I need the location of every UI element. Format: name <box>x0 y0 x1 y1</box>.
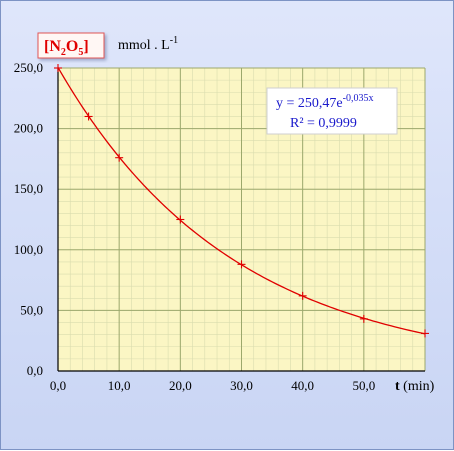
x-tick-label: 20,0 <box>169 378 192 393</box>
y-tick-labels: 0,0 50,0 100,0 150,0 200,0 250,0 <box>14 60 43 378</box>
unit-text: mmol . L <box>118 38 170 53</box>
x-tick-label: 30,0 <box>230 378 253 393</box>
species-mid: O <box>66 38 78 55</box>
y-tick-label: 150,0 <box>14 181 43 196</box>
species-sub1: 2 <box>61 47 66 58</box>
data-point <box>298 291 307 300</box>
data-point <box>237 260 246 269</box>
data-point <box>84 112 93 121</box>
y-tick-label: 0,0 <box>27 363 43 378</box>
equation-box <box>266 87 398 135</box>
data-markers <box>54 64 429 338</box>
y-tick-label: 200,0 <box>14 121 43 136</box>
unit-label: mmol . L-1 <box>118 35 178 53</box>
data-point <box>115 153 124 162</box>
y-tick-label: 50,0 <box>20 302 43 317</box>
x-tick-label: 40,0 <box>291 378 314 393</box>
x-axis-title-var: t <box>395 379 400 394</box>
data-point <box>54 64 62 72</box>
unit-exp: -1 <box>170 35 178 46</box>
x-axis-title: t (min) <box>395 379 435 394</box>
species-sub2: 5 <box>78 47 83 58</box>
x-tick-labels: 0,0 10,0 20,0 30,0 40,0 50,0 <box>50 378 375 393</box>
species-close: ] <box>83 38 88 55</box>
data-point <box>359 314 368 323</box>
x-tick-label: 10,0 <box>108 378 131 393</box>
y-tick-label: 100,0 <box>14 242 43 257</box>
data-point <box>421 329 429 338</box>
trendline-equation: y = 250,47e-0,035x <box>276 93 373 111</box>
r-squared: R² = 0,9999 <box>290 116 357 131</box>
equation-exponent: -0,035x <box>343 93 374 104</box>
species-base: [N <box>44 38 61 55</box>
species-label: [N2O5] <box>44 38 89 58</box>
y-tick-label: 250,0 <box>14 60 43 75</box>
x-axis-title-unit: (min) <box>400 379 435 394</box>
species-label-box <box>37 32 105 59</box>
x-tick-label: 50,0 <box>352 378 375 393</box>
data-point <box>176 215 185 224</box>
equation-base: y = 250,47e <box>276 96 343 111</box>
x-tick-label: 0,0 <box>50 378 66 393</box>
